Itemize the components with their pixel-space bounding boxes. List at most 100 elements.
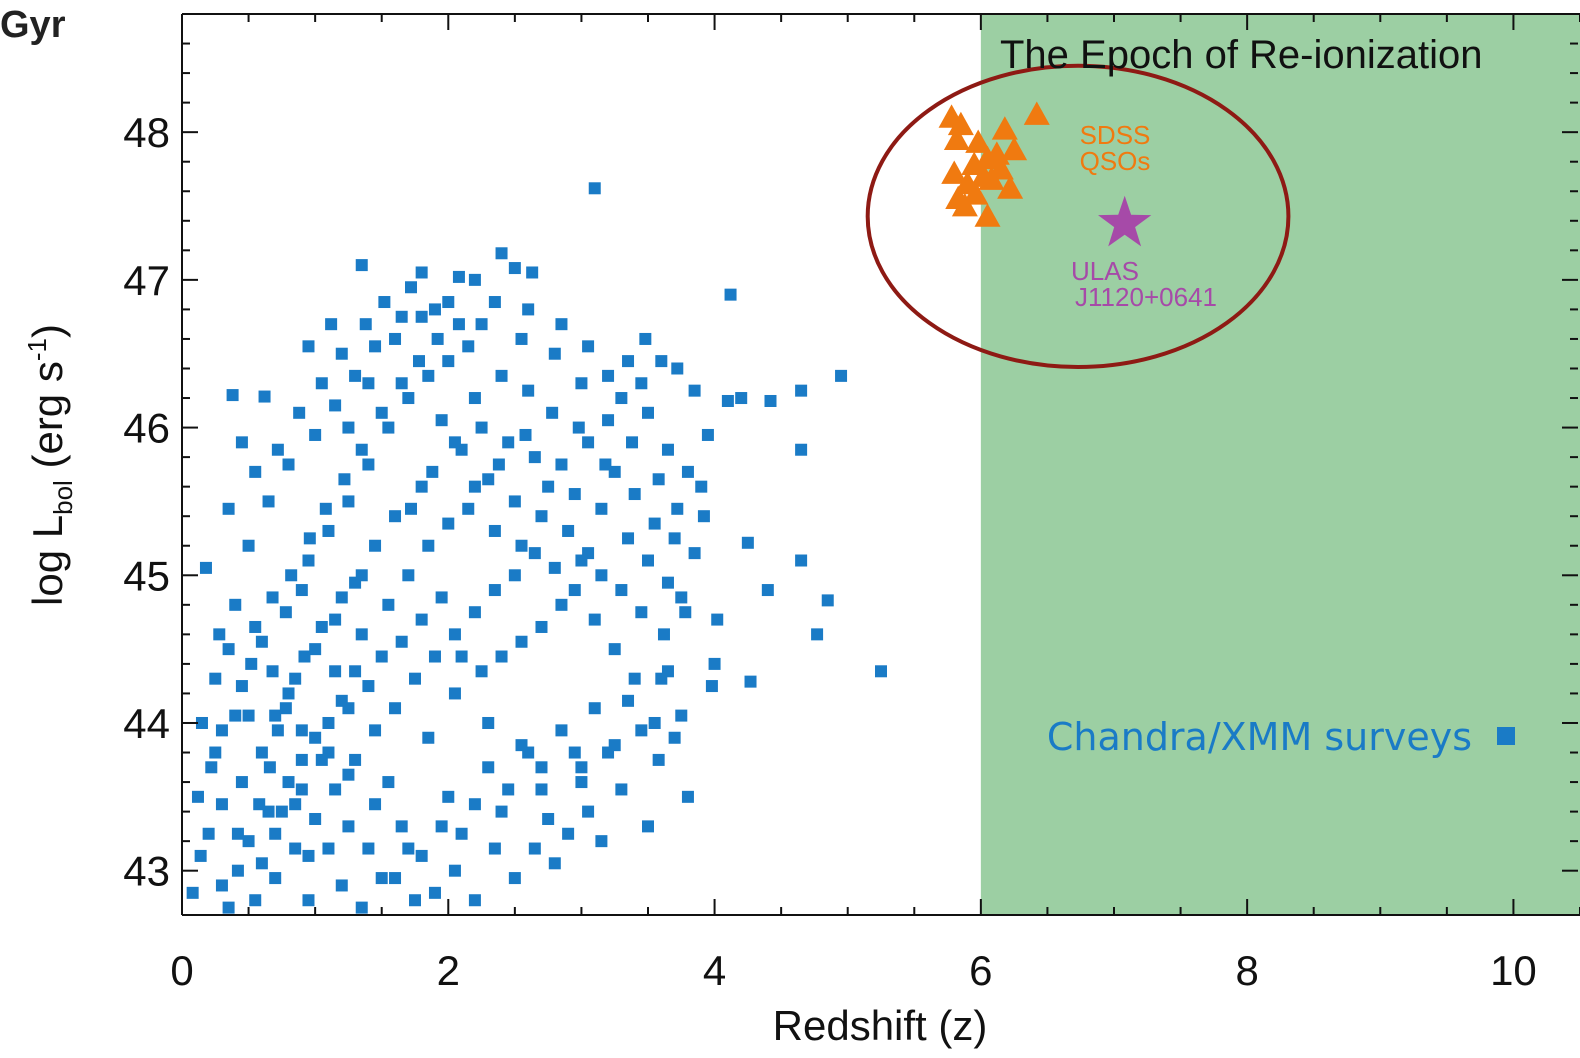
survey-point <box>402 392 415 405</box>
survey-point <box>675 709 688 722</box>
qso-point <box>987 156 1014 180</box>
survey-point <box>668 731 681 744</box>
survey-point <box>568 746 581 759</box>
survey-point <box>209 746 222 759</box>
survey-point <box>435 591 448 604</box>
survey-point <box>568 584 581 597</box>
survey-point <box>262 495 275 508</box>
y-tick-label: 43 <box>123 848 170 895</box>
survey-point <box>342 820 355 833</box>
survey-point <box>688 384 701 397</box>
survey-point <box>355 628 368 641</box>
survey-point <box>448 864 461 877</box>
survey-point <box>329 783 342 796</box>
survey-point <box>375 872 388 885</box>
survey-point <box>415 266 428 279</box>
y-tick-label: 44 <box>123 700 170 747</box>
survey-point <box>661 665 674 678</box>
y-axis-title-main: log L <box>24 515 71 606</box>
survey-point <box>495 247 508 260</box>
survey-point <box>448 628 461 641</box>
survey-point <box>661 576 674 589</box>
qso-point <box>962 181 989 205</box>
survey-point <box>711 613 724 626</box>
survey-point <box>231 827 244 840</box>
plot-marks <box>186 101 1152 914</box>
survey-point <box>488 842 501 855</box>
ulas-star-point <box>1098 195 1152 247</box>
survey-point <box>275 805 288 818</box>
survey-point <box>215 798 228 811</box>
survey-point <box>249 894 262 907</box>
survey-point <box>402 842 415 855</box>
survey-point <box>302 894 315 907</box>
qso-point <box>1001 136 1028 161</box>
survey-point <box>652 753 665 766</box>
legend-swatch-square <box>1497 727 1515 745</box>
survey-point <box>289 672 302 685</box>
survey-point <box>675 591 688 604</box>
survey-point <box>628 672 641 685</box>
survey-point <box>741 536 754 549</box>
survey-point <box>289 842 302 855</box>
survey-point <box>426 465 439 478</box>
survey-point <box>375 406 388 419</box>
survey-point <box>255 857 268 870</box>
survey-point <box>468 606 481 619</box>
survey-point <box>875 665 887 678</box>
survey-point <box>405 281 418 294</box>
survey-point <box>502 436 515 449</box>
survey-point <box>435 820 448 833</box>
survey-point <box>475 318 488 331</box>
survey-point <box>522 303 535 316</box>
survey-point <box>628 488 641 501</box>
survey-point <box>724 288 737 301</box>
survey-point <box>455 650 468 663</box>
legend-label: Chandra/XMM surveys <box>1047 715 1472 759</box>
survey-point <box>389 702 402 715</box>
x-tick-label: 6 <box>969 947 992 994</box>
survey-point <box>515 332 528 345</box>
survey-point <box>635 606 648 619</box>
survey-point <box>338 473 351 486</box>
survey-point <box>262 805 275 818</box>
survey-point <box>322 716 335 729</box>
survey-point <box>697 510 710 523</box>
y-axis-title-sup: -1 <box>22 338 52 361</box>
survey-point <box>309 731 322 744</box>
corner-label: Gyr <box>0 4 66 46</box>
survey-point <box>349 665 362 678</box>
survey-point <box>266 591 279 604</box>
survey-point <box>562 524 575 537</box>
survey-point <box>595 502 608 515</box>
survey-point <box>442 517 455 530</box>
star-label-line1: ULAS <box>1071 256 1139 286</box>
survey-point <box>298 650 311 663</box>
survey-point <box>342 495 355 508</box>
survey-point <box>369 340 382 353</box>
survey-point <box>542 812 555 825</box>
survey-point <box>389 510 402 523</box>
survey-point <box>622 532 635 545</box>
survey-point <box>642 554 654 567</box>
survey-point <box>452 270 465 283</box>
survey-point <box>515 739 528 752</box>
survey-point <box>795 384 808 397</box>
survey-point <box>482 761 495 774</box>
epoch-of-reionization-region <box>980 14 1580 915</box>
survey-point <box>319 502 332 515</box>
survey-point <box>309 428 322 441</box>
survey-point <box>502 783 515 796</box>
survey-point <box>442 790 455 803</box>
survey-point <box>382 598 395 611</box>
survey-point <box>271 443 284 456</box>
survey-point <box>764 394 777 407</box>
survey-point <box>205 761 218 774</box>
survey-point <box>415 613 428 626</box>
survey-point <box>575 761 588 774</box>
survey-point <box>595 569 608 582</box>
survey-point <box>395 820 408 833</box>
survey-point <box>362 842 375 855</box>
survey-point <box>452 318 465 331</box>
